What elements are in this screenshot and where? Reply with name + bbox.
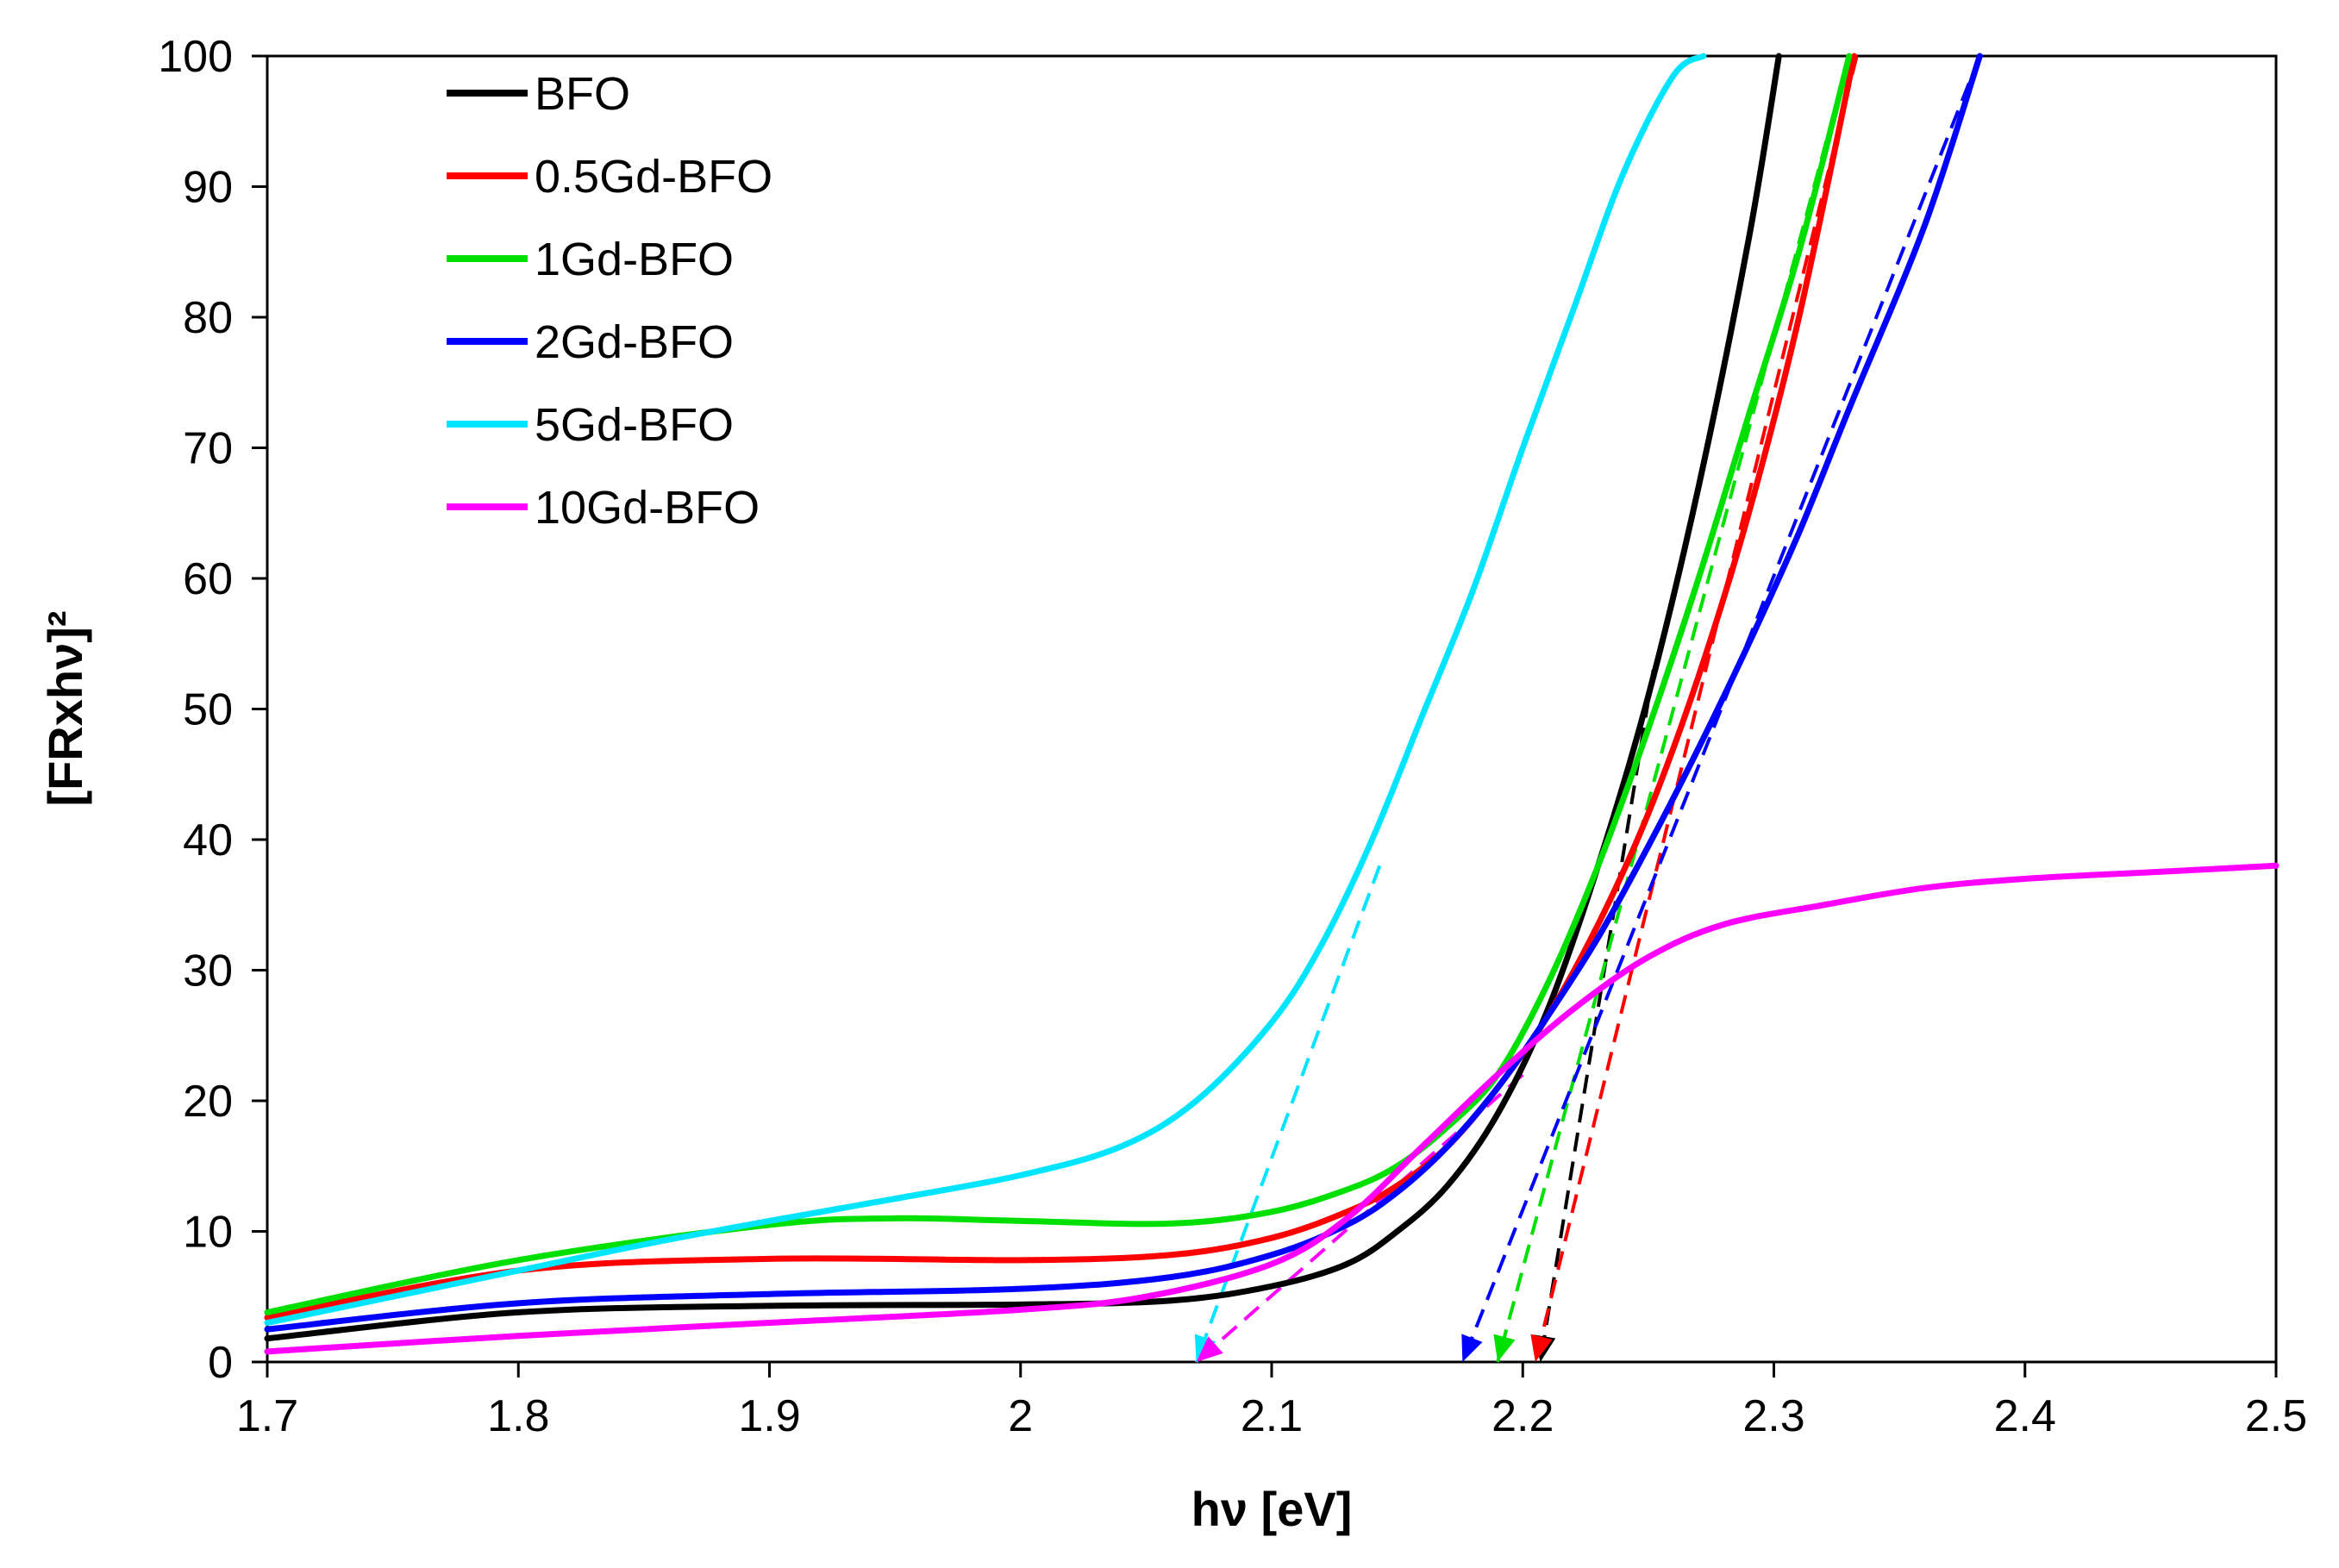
x-tick-label: 2.5 bbox=[2245, 1391, 2307, 1441]
plot-area bbox=[266, 54, 2278, 1364]
axes: 1.7 1.8 1.9 2 2.1 2.2 2.3 2.4 2.5 0 10 20 30 40 50 60 70… bbox=[158, 32, 2307, 1441]
y-tick-label: 20 bbox=[183, 1077, 233, 1127]
y-axis-title: [FRxhν]² bbox=[38, 610, 92, 806]
series-line-10gd-bfo bbox=[264, 862, 2280, 1355]
y-tick-label: 100 bbox=[158, 32, 233, 82]
x-tick-label: 2.1 bbox=[1241, 1391, 1303, 1441]
y-tick-label: 90 bbox=[183, 163, 233, 213]
legend-label-bfo: BFO bbox=[535, 68, 630, 120]
tangent-arrowhead-1gd-bfo bbox=[1493, 1334, 1516, 1362]
series-line-5gd-bfo bbox=[264, 53, 1707, 1327]
legend-label-10gd-bfo: 10Gd-BFO bbox=[535, 482, 760, 534]
tangent-arrowhead-2gd-bfo bbox=[1461, 1334, 1483, 1362]
tangent-line-0-5gd-bfo bbox=[1533, 55, 1859, 1363]
y-tick-label: 60 bbox=[183, 554, 233, 604]
y-tick-label: 70 bbox=[183, 424, 233, 474]
series-line-bfo bbox=[264, 53, 1782, 1342]
legend-label-1gd-bfo: 1Gd-BFO bbox=[535, 234, 734, 285]
legend-label-5gd-bfo: 5Gd-BFO bbox=[535, 399, 734, 451]
series-line-2gd-bfo bbox=[264, 53, 1983, 1333]
x-tick-label: 2.4 bbox=[1994, 1391, 2056, 1441]
tangent-arrowhead-0-5gd-bfo bbox=[1530, 1334, 1553, 1362]
x-tick-label: 2 bbox=[1008, 1391, 1033, 1441]
x-tick-label: 2.3 bbox=[1742, 1391, 1804, 1441]
legend-label-0-5gd-bfo: 0.5Gd-BFO bbox=[535, 151, 772, 203]
y-tick-label: 0 bbox=[208, 1338, 233, 1388]
y-tick-label: 50 bbox=[183, 685, 233, 735]
y-tick-label: 40 bbox=[183, 815, 233, 865]
x-axis-title: hν [eV] bbox=[1191, 1482, 1353, 1536]
legend: BFO 0.5Gd-BFO 1Gd-BFO 2Gd-BFO 5Gd-BFO 10Gd-BF… bbox=[447, 68, 772, 534]
y-tick-label: 30 bbox=[183, 946, 233, 996]
tangent-arrowhead-10gd-bfo bbox=[1196, 1336, 1223, 1362]
x-tick-label: 1.7 bbox=[236, 1391, 298, 1441]
y-tick-label: 80 bbox=[183, 293, 233, 343]
legend-label-2gd-bfo: 2Gd-BFO bbox=[535, 316, 734, 368]
data-series bbox=[264, 53, 2280, 1355]
tangent-line-1gd-bfo bbox=[1496, 55, 1851, 1363]
x-tick-label: 1.9 bbox=[738, 1391, 800, 1441]
x-tick-label: 2.2 bbox=[1492, 1391, 1554, 1441]
y-tick-label: 10 bbox=[183, 1208, 233, 1258]
x-tick-label: 1.8 bbox=[487, 1391, 549, 1441]
